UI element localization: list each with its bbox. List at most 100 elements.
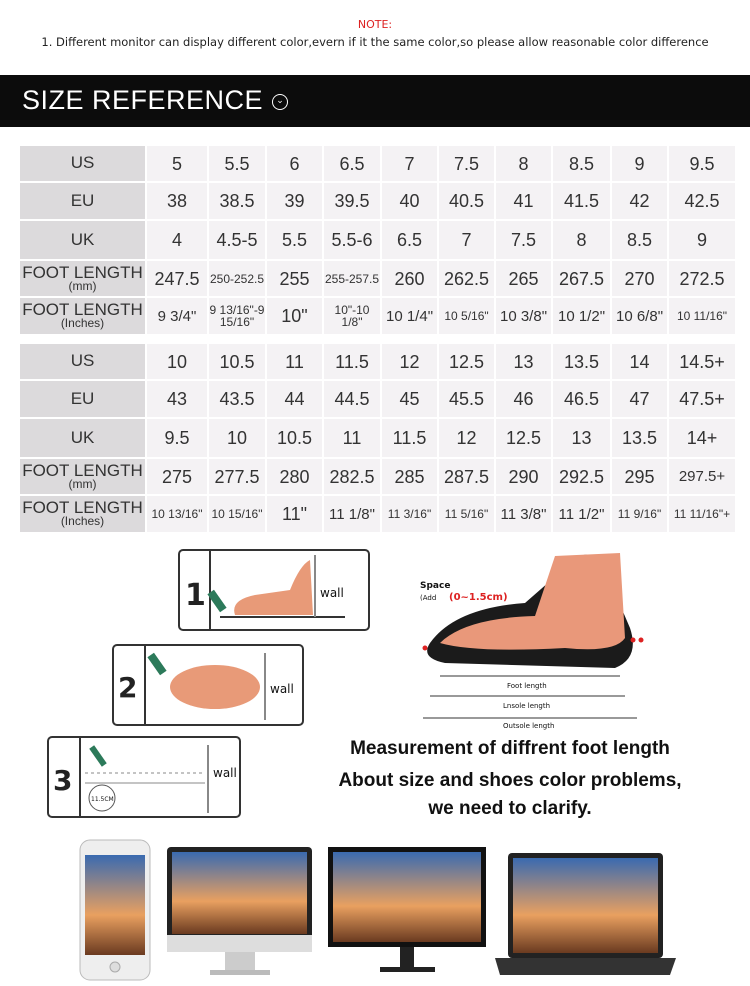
monitor-image: [328, 847, 486, 972]
size-cell: 5.5: [265, 219, 324, 261]
size-cell: 39: [265, 181, 324, 221]
size-cell: 8.5: [551, 144, 612, 183]
size-cell: 13: [551, 417, 612, 459]
size-cell: 14.5+: [667, 342, 737, 381]
size-cell: 11 1/8": [322, 494, 382, 534]
size-cell: 12: [437, 417, 496, 459]
size-cell: 10 15/16": [207, 494, 267, 534]
table-row: EU 38 38.5 39 39.5 40 40.5 41 41.5 42 42.5: [18, 181, 737, 221]
size-cell: 11": [265, 494, 324, 534]
size-cell: 250-252.5: [207, 259, 267, 298]
size-cell: 10: [207, 417, 267, 459]
table-row: US 10 10.5 11 11.5 12 12.5 13 13.5 14 14.5+: [18, 342, 737, 381]
imac-image: [167, 847, 312, 975]
size-cell: 42.5: [667, 181, 737, 221]
row-label: US: [18, 342, 147, 381]
row-label: FOOT LENGTH (mm): [18, 259, 147, 298]
size-cell: 11 3/8": [494, 494, 553, 534]
step-number: 2: [118, 671, 137, 704]
laptop-image: [495, 853, 676, 975]
size-cell: 10 5/16": [437, 296, 496, 336]
size-cell: 12.5: [494, 417, 553, 459]
row-label: UK: [18, 219, 147, 261]
size-cell: 247.5: [145, 259, 209, 298]
size-cell: 11: [265, 342, 324, 381]
size-cell: 255: [265, 259, 324, 298]
step-label: wall: [213, 766, 237, 780]
size-cell: 41.5: [551, 181, 612, 221]
row-label: FOOT LENGTH (Inches): [18, 296, 147, 336]
row-label-text: US: [70, 153, 95, 173]
size-cell: 13.5: [551, 342, 612, 381]
size-cell: 11 11/16"+: [667, 494, 737, 534]
size-cell: 4: [145, 219, 209, 261]
size-cell: 5: [145, 144, 209, 183]
size-cell: 38.5: [207, 181, 267, 221]
size-cell: 10: [145, 342, 209, 381]
size-cell: 11 3/16": [380, 494, 439, 534]
size-cell: 43.5: [207, 379, 267, 419]
size-cell: 38: [145, 181, 209, 221]
size-cell: 6: [265, 144, 324, 183]
table-row: UK 4 4.5-5 5.5 5.5-6 6.5 7 7.5 8 8.5 9: [18, 219, 737, 261]
size-cell: 7.5: [494, 219, 553, 261]
size-cell: 43: [145, 379, 209, 419]
size-cell: 4.5-5: [207, 219, 267, 261]
size-cell: 9: [667, 219, 737, 261]
size-cell: 7: [437, 219, 496, 261]
size-cell: 46: [494, 379, 553, 419]
row-label-text: FOOT LENGTH: [22, 300, 143, 320]
space-add-label: (Add: [420, 594, 436, 602]
size-cell: 11 1/2": [551, 494, 612, 534]
size-cell: 41: [494, 181, 553, 221]
phone-image: [79, 839, 151, 981]
size-cell: 8: [494, 144, 553, 183]
size-cell: 265: [494, 259, 553, 298]
size-cell: 11: [322, 417, 382, 459]
row-label: FOOT LENGTH (mm): [18, 457, 147, 496]
size-cell: 10 13/16": [145, 494, 209, 534]
size-cell: 9 3/4": [145, 296, 209, 336]
size-cell: 297.5+: [667, 457, 737, 496]
row-label-text: FOOT LENGTH: [22, 262, 143, 282]
shoe-length-diagram: Space (Add (0~1.5cm) Foot length Lnsole …: [420, 553, 644, 730]
size-table-2: US 10 10.5 11 11.5 12 12.5 13 13.5 14 14.5+ EU 43 43.…: [18, 342, 737, 534]
row-label: EU: [18, 379, 147, 419]
size-cell: 10 1/2": [551, 296, 612, 336]
size-cell: 292.5: [551, 457, 612, 496]
size-cell: 270: [610, 259, 669, 298]
note-title: NOTE:: [357, 18, 393, 31]
row-label-text: FOOT LENGTH: [22, 498, 143, 518]
row-label-text: UK: [70, 427, 95, 447]
size-cell: 13.5: [610, 417, 669, 459]
size-cell: 280: [265, 457, 324, 496]
size-cell: 11.5: [322, 342, 382, 381]
row-label: EU: [18, 181, 147, 221]
row-label-unit: (Inches): [60, 316, 105, 331]
size-cell: 45: [380, 379, 439, 419]
size-cell: 10"-10 1/8": [322, 296, 382, 336]
size-cell: 44.5: [322, 379, 382, 419]
size-cell: 42: [610, 181, 669, 221]
size-cell: 11 9/16": [610, 494, 669, 534]
table-row: US 5 5.5 6 6.5 7 7.5 8 8.5 9 9.5: [18, 144, 737, 183]
size-reference-header: SIZE REFERENCE ⌄: [0, 75, 750, 127]
size-cell: 44: [265, 379, 324, 419]
row-label-text: US: [70, 351, 95, 371]
size-cell: 290: [494, 457, 553, 496]
size-cell: 9: [610, 144, 669, 183]
size-cell: 6.5: [322, 144, 382, 183]
size-cell: 282.5: [322, 457, 382, 496]
row-label-text: EU: [70, 190, 95, 210]
step-3: 3 11.5CM wall: [47, 736, 241, 818]
header-title: SIZE REFERENCE: [22, 85, 264, 115]
caption-line-2: we need to clarify.: [428, 798, 592, 819]
size-cell: 13: [494, 342, 553, 381]
size-cell: 262.5: [437, 259, 496, 298]
size-cell: 8.5: [610, 219, 669, 261]
size-cell: 9 13/16"-9 15/16": [207, 296, 267, 336]
step-number: 3: [53, 764, 72, 797]
row-label-text: UK: [70, 229, 95, 249]
size-cell: 255-257.5: [322, 259, 382, 298]
size-cell: 267.5: [551, 259, 612, 298]
